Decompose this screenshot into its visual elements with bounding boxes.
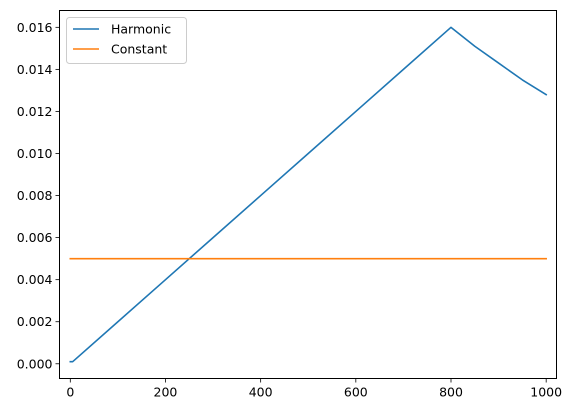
x-tick-label: 1000: [530, 385, 562, 400]
y-tick-label: 0.002: [17, 314, 53, 329]
x-tick-label: 800: [439, 385, 463, 400]
x-tick-label: 0: [66, 385, 74, 400]
plot-lines: [69, 26, 548, 363]
series-line-harmonic: [69, 26, 548, 363]
y-tick-label: 0.008: [17, 188, 53, 203]
y-tick-label: 0.004: [17, 272, 53, 287]
legend: Harmonic Constant: [66, 17, 187, 64]
y-tick-label: 0.016: [17, 20, 53, 35]
x-tick-label: 400: [249, 385, 273, 400]
x-tick-label: 200: [154, 385, 178, 400]
y-tick-label: 0.000: [17, 356, 53, 371]
x-tick-label: 600: [344, 385, 368, 400]
y-tick-label: 0.014: [17, 62, 53, 77]
plot-frame: [59, 10, 557, 379]
y-tick-label: 0.010: [17, 146, 53, 161]
axis-ticks: 0 200 400 600 800 1000 0.000 0.002 0.004 0.006 0.0…: [17, 20, 562, 400]
legend-label-constant: Constant: [111, 42, 167, 57]
legend-label-harmonic: Harmonic: [111, 22, 171, 37]
y-tick-label: 0.006: [17, 230, 53, 245]
y-tick-label: 0.012: [17, 104, 53, 119]
